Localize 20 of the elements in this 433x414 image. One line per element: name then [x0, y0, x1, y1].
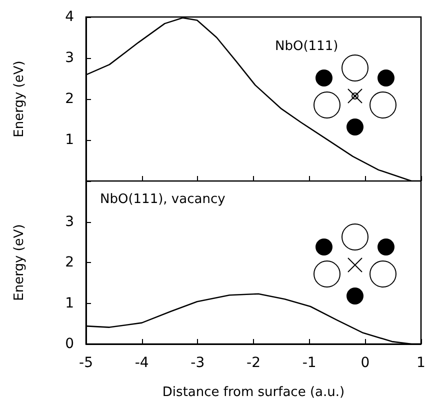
x-tick-label: 1 — [416, 355, 426, 371]
y-tick-label: 3 — [65, 50, 74, 66]
y-tick-label: 0 — [65, 336, 74, 352]
x-tick-label: -2 — [246, 355, 260, 371]
y-tick-label: 4 — [65, 9, 74, 25]
x-tick-label: -5 — [79, 355, 93, 371]
y-tick-label: 3 — [65, 214, 74, 230]
x-tick-label: -3 — [190, 355, 205, 371]
y-tick-label: 1 — [65, 132, 74, 148]
x-tick-label: -4 — [134, 355, 149, 371]
annotation: NbO(111) — [275, 39, 338, 54]
x-axis-title: Distance from surface (a.u.) — [162, 385, 345, 400]
y-axis-title: Energy (eV) — [12, 224, 27, 301]
annotation: NbO(111), vacancy — [100, 192, 226, 207]
y-axis-title: Energy (eV) — [12, 60, 27, 138]
y-tick-label: 1 — [65, 295, 74, 312]
x-tick-label: -1 — [302, 355, 316, 371]
x-tick-label: 0 — [360, 355, 370, 371]
y-tick-label: 2 — [65, 91, 74, 107]
y-tick-label: 2 — [65, 254, 74, 270]
